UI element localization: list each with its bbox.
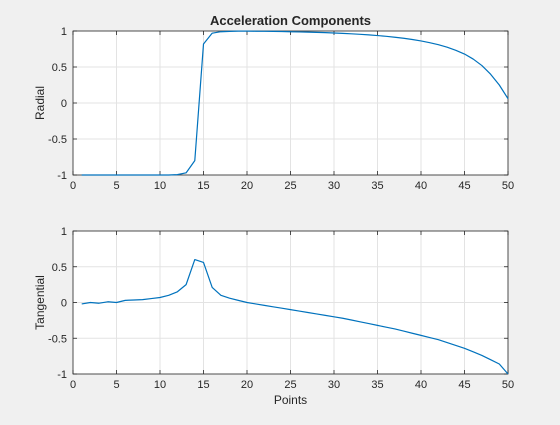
y-tick-label: 1 (61, 226, 67, 238)
x-tick-label: 20 (241, 379, 253, 391)
x-tick-label: 40 (415, 379, 427, 391)
x-tick-label: 35 (371, 379, 383, 391)
x-tick-label: 5 (113, 180, 119, 192)
y-axis-label: Tangential (33, 275, 47, 330)
x-tick-label: 45 (458, 379, 470, 391)
x-tick-label: 20 (241, 180, 253, 192)
subplot-tangential: 0 5 10 15 20 25 30 35 40 45 50 -1 -0.5 0 0.5 1 Tangentia… (33, 226, 514, 407)
chart-title: Acceleration Components (210, 13, 371, 28)
subplot-radial: 0 5 10 15 20 25 30 35 40 45 50 -1 -0.5 0 0.5 1 Accelerat… (33, 13, 514, 192)
x-tick-label: 50 (502, 180, 514, 192)
x-axis-label: Points (274, 393, 307, 407)
y-tick-label: 0.5 (52, 262, 67, 274)
x-tick-label: 10 (154, 180, 166, 192)
x-tick-label: 5 (113, 379, 119, 391)
x-tick-label: 15 (197, 180, 209, 192)
y-axis-label: Radial (33, 86, 47, 120)
x-tick-label: 10 (154, 379, 166, 391)
x-tick-label: 45 (458, 180, 470, 192)
y-tick-label: -1 (57, 369, 67, 381)
x-tick-label: 40 (415, 180, 427, 192)
x-tick-label: 50 (502, 379, 514, 391)
y-tick-label: 0 (61, 298, 67, 310)
y-tick-label: -1 (57, 170, 67, 182)
x-tick-label: 25 (284, 180, 296, 192)
y-tick-label: 1 (61, 26, 67, 38)
y-tick-label: -0.5 (48, 134, 67, 146)
x-tick-label: 0 (70, 180, 76, 192)
series-line (81, 259, 509, 375)
x-tick-label: 0 (70, 379, 76, 391)
x-tick-label: 30 (328, 379, 340, 391)
series-line (81, 30, 509, 176)
y-tick-label: 0.5 (52, 62, 67, 74)
x-tick-label: 15 (197, 379, 209, 391)
x-tick-label: 25 (284, 379, 296, 391)
y-tick-label: -0.5 (48, 333, 67, 345)
x-tick-label: 30 (328, 180, 340, 192)
x-tick-label: 35 (371, 180, 383, 192)
y-tick-label: 0 (61, 98, 67, 110)
